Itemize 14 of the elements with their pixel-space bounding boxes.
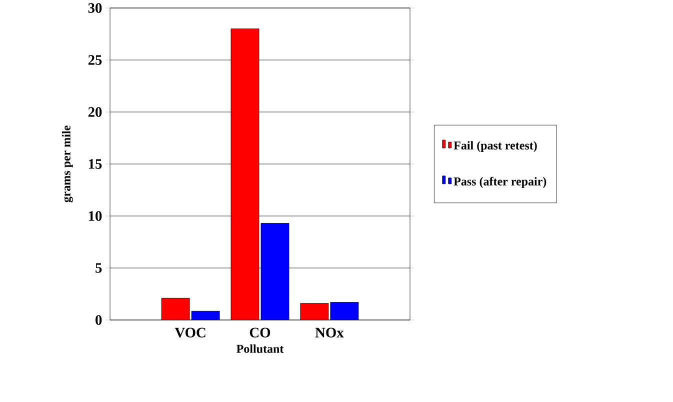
y-tick-label: 30 [88, 3, 102, 13]
y-tick-label: 0 [96, 315, 102, 325]
legend-label: Pass (after repair) [454, 176, 546, 188]
x-axis-title: Pollutant [236, 344, 284, 353]
x-tick-label: NOx [315, 328, 344, 338]
y-tick-label: 5 [96, 263, 102, 273]
legend-label: Fail (past retest) [454, 141, 537, 152]
y-tick-label: 25 [88, 55, 102, 65]
x-tick-label: VOC [174, 328, 206, 338]
y-axis-title: grams per mile [62, 126, 73, 202]
y-tick-label: 10 [88, 211, 102, 221]
y-tick-label: 15 [88, 159, 102, 169]
x-tick-label: CO [250, 328, 270, 338]
y-tick-label: 20 [88, 107, 102, 117]
